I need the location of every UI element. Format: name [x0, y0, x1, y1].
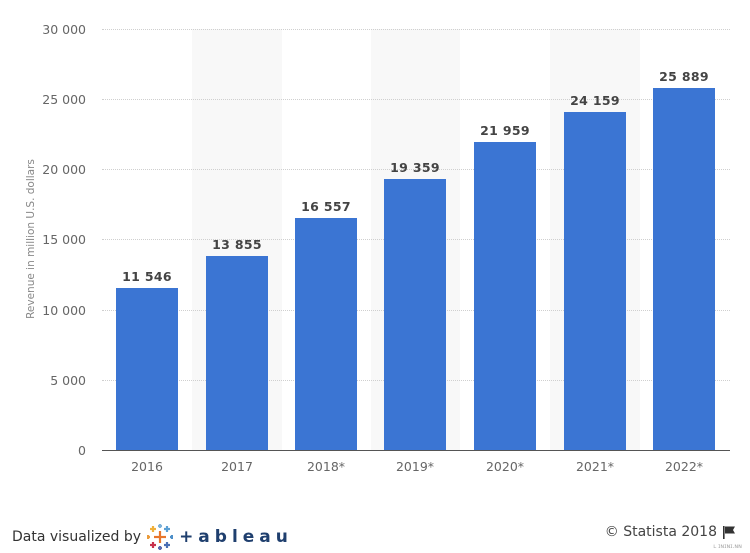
y-tick-label: 5 000	[50, 373, 86, 388]
bar-2020[interactable]	[474, 142, 536, 450]
gridline	[102, 169, 730, 170]
value-label: 24 159	[570, 93, 620, 108]
bar-2021[interactable]	[564, 112, 626, 450]
value-label: 13 855	[212, 237, 262, 252]
tableau-attribution[interactable]: Data visualized by +ableau	[12, 524, 293, 550]
tableau-wordmark: +ableau	[179, 527, 293, 547]
credit-text: ʟ ɪɴɪɴɪ.ɴɴ	[713, 543, 742, 550]
y-tick-label: 30 000	[42, 22, 86, 37]
y-tick-label: 0	[78, 443, 86, 458]
x-tick-label: 2020*	[485, 459, 525, 474]
y-axis-label: Revenue in million U.S. dollars	[25, 159, 37, 319]
bar-2017[interactable]	[206, 256, 268, 450]
x-tick-label: 2017	[221, 459, 253, 474]
value-label: 11 546	[122, 269, 172, 284]
bar-2018[interactable]	[295, 218, 357, 450]
y-tick-label: 25 000	[42, 92, 86, 107]
x-tick-label: 2018*	[306, 459, 346, 474]
value-label: 16 557	[301, 199, 351, 214]
statista-copyright[interactable]: © Statista 2018	[605, 524, 736, 540]
attribution-text: Data visualized by	[12, 529, 142, 545]
flag-icon[interactable]	[722, 525, 736, 539]
value-label: 25 889	[659, 69, 709, 84]
gridline	[102, 29, 730, 30]
x-axis-line	[102, 450, 730, 451]
x-tick-label: 2019*	[395, 459, 435, 474]
bar-2016[interactable]	[116, 288, 178, 450]
copyright-text: © Statista 2018	[604, 524, 717, 540]
x-tick-label: 2021*	[575, 459, 615, 474]
tableau-logo-icon	[147, 524, 174, 550]
y-tick-label: 15 000	[42, 232, 86, 247]
x-tick-label: 2022*	[664, 459, 704, 474]
x-tick-label: 2016	[131, 459, 163, 474]
value-label: 21 959	[480, 123, 530, 138]
value-label: 19 359	[390, 160, 440, 175]
y-tick-label: 20 000	[42, 162, 86, 177]
gridline	[102, 99, 730, 100]
y-tick-label: 10 000	[42, 303, 86, 318]
bar-2022[interactable]	[653, 88, 715, 450]
bar-2019[interactable]	[384, 179, 446, 450]
